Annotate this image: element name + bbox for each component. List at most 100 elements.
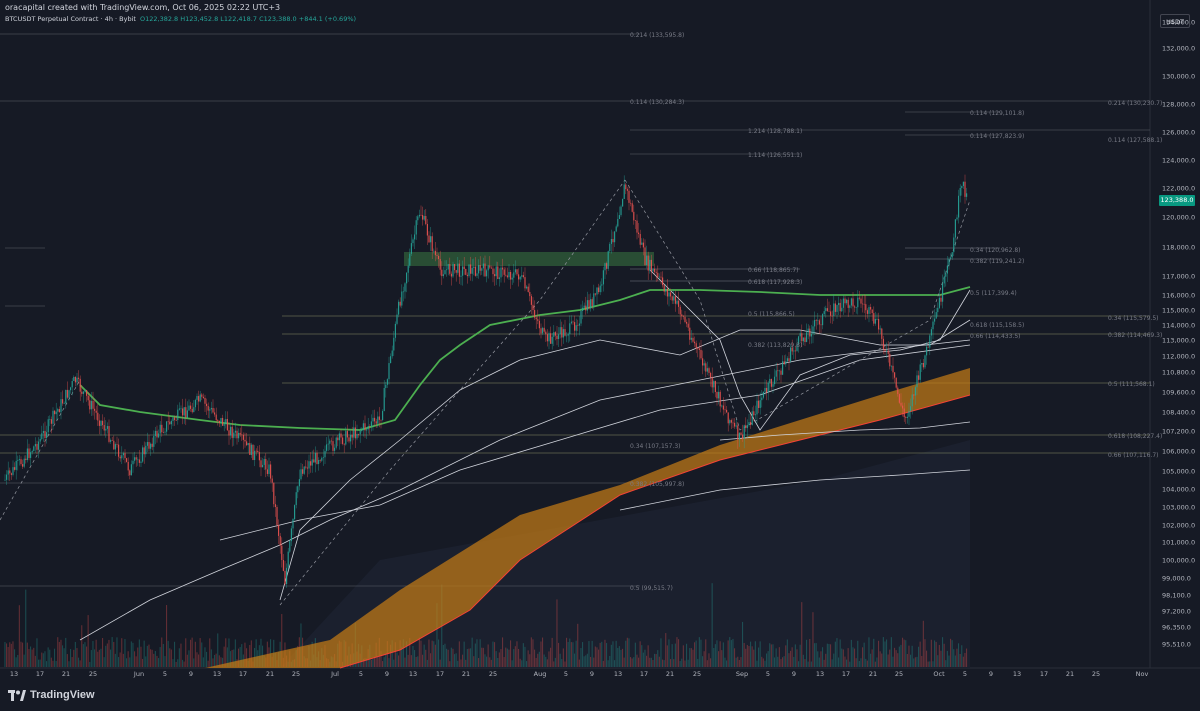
candle-body (223, 424, 225, 426)
candle-body (554, 332, 556, 336)
volume-bar (62, 645, 64, 667)
candle-body (406, 272, 408, 284)
volume-bar (529, 654, 531, 667)
volume-bar (146, 645, 148, 667)
candle-body (183, 407, 185, 416)
candle-body (132, 460, 134, 465)
candle-body (703, 363, 705, 366)
candle-body (305, 466, 307, 468)
volume-bar (471, 637, 473, 667)
candle-body (78, 377, 80, 379)
volume-bar (673, 659, 675, 667)
price-axis-pane[interactable] (1150, 0, 1200, 711)
time-tick-label: Sep (736, 670, 748, 678)
volume-bar (570, 642, 572, 667)
candle-body (954, 219, 956, 238)
supply-zone-box[interactable] (404, 252, 654, 266)
candle-body (367, 425, 369, 430)
volume-bar (838, 657, 840, 667)
volume-bar (215, 653, 217, 667)
candle-body (54, 410, 56, 415)
candle-body (638, 232, 640, 235)
symbol-name[interactable]: BTCUSDT Perpetual Contract · 4h · Bybit (5, 15, 136, 23)
fib-levels (0, 33, 1150, 587)
currency-button[interactable]: USDT (1160, 14, 1190, 28)
volume-bar (681, 658, 683, 667)
candle-body (318, 460, 320, 465)
candle-body (290, 528, 292, 542)
candle-body (602, 270, 604, 285)
candle-body (729, 420, 731, 424)
candle-body (444, 270, 446, 275)
candle-body (818, 320, 820, 325)
candle-body (338, 433, 340, 441)
volume-bar (202, 657, 204, 667)
candle-body (631, 203, 633, 212)
volume-bar (630, 657, 632, 667)
volume-bar (97, 651, 99, 667)
volume-bar (623, 657, 625, 667)
candle-body (926, 346, 928, 356)
candle-body (151, 443, 153, 447)
candle-body (922, 362, 924, 368)
volume-bar (402, 639, 404, 667)
candle-body (118, 444, 120, 457)
candle-body (734, 422, 736, 427)
volume-bar (609, 655, 611, 667)
volume-bar (118, 657, 120, 667)
candle-body (879, 328, 881, 330)
volume-bar (137, 647, 139, 667)
volume-bar (858, 660, 860, 667)
candle-body (932, 321, 934, 330)
candle-body (55, 411, 57, 415)
volume-bar (159, 647, 161, 667)
candle-body (759, 400, 761, 408)
volume-bar (106, 643, 108, 667)
volume-bar (543, 654, 545, 667)
volume-bar (55, 660, 57, 667)
candle-body (17, 460, 19, 461)
candle-body (423, 215, 425, 220)
volume-bar (870, 653, 872, 667)
volume-bar (196, 652, 198, 667)
candle-body (146, 442, 148, 446)
volume-bar (814, 643, 816, 667)
volume-bar (140, 646, 142, 667)
candle-body (175, 420, 177, 421)
candle-body (641, 242, 643, 245)
candle-body (799, 333, 801, 337)
volume-bar (519, 658, 521, 667)
candle-body (356, 433, 358, 439)
price-tick-label: 95,510.0 (1162, 641, 1191, 649)
volume-bar (714, 644, 716, 667)
volume-bar (444, 643, 446, 667)
candle-body (324, 450, 326, 458)
projection-dashed (279, 179, 626, 606)
fib-level-label: 1.114 (126,551.1) (748, 152, 802, 159)
volume-bar (214, 654, 216, 667)
candle-body (458, 263, 460, 277)
volume-bar (407, 654, 409, 667)
candle-body (314, 452, 316, 463)
candle-body (399, 301, 401, 306)
volume-bar (233, 649, 235, 667)
candle-body (842, 298, 844, 308)
candle-body (396, 314, 398, 324)
time-tick-label: 21 (62, 670, 70, 678)
volume-bar (458, 641, 460, 667)
candle-body (294, 505, 296, 520)
volume-bar (684, 660, 686, 667)
candle-body (951, 252, 953, 258)
volume-bar (223, 646, 225, 667)
volume-bar (41, 652, 43, 667)
candle-body (345, 431, 347, 445)
volume-bar (4, 642, 6, 667)
volume-bar (78, 657, 80, 667)
volume-bar (902, 637, 904, 667)
volume-bar (209, 638, 211, 667)
price-tick-label: 96,350.0 (1162, 624, 1191, 632)
candle-body (657, 272, 659, 278)
candle-body (670, 292, 672, 297)
